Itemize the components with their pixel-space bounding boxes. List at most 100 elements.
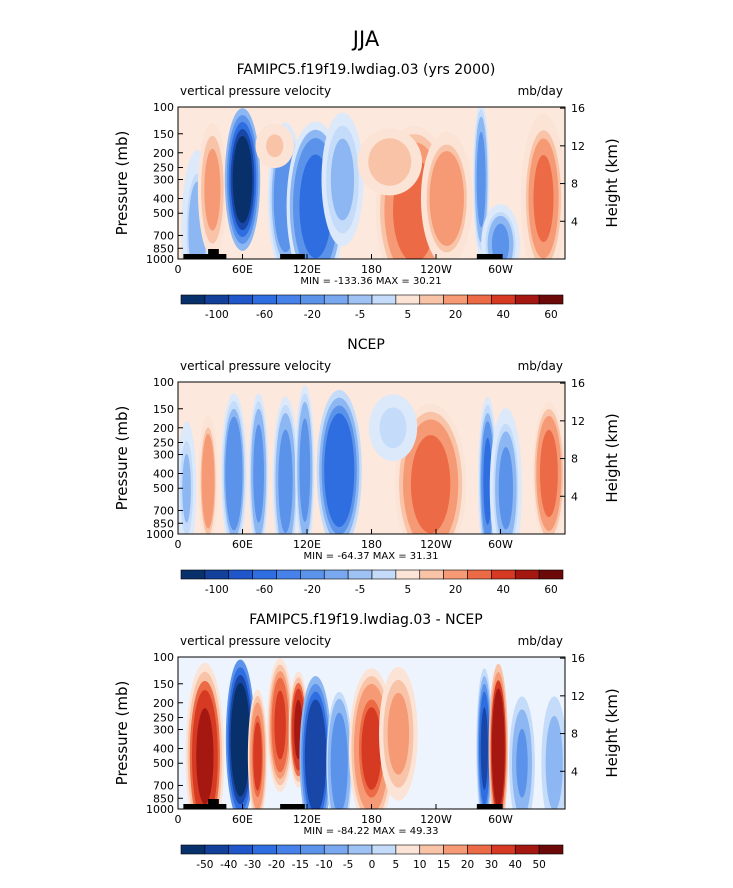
field-cell-5-5 <box>333 145 352 214</box>
colorbar-swatch <box>323 569 349 580</box>
topography-block-1 <box>208 249 219 259</box>
y2label: Height (km) <box>603 413 621 502</box>
y2label: Height (km) <box>603 688 621 777</box>
colorbar-swatch <box>371 844 397 855</box>
colorbar-swatch <box>180 294 206 305</box>
ytick-label: 500 <box>153 207 174 220</box>
topography <box>183 799 503 809</box>
colorbar-swatch <box>443 569 468 580</box>
ytick-label: 400 <box>153 468 174 481</box>
ytick-label: 500 <box>153 757 174 770</box>
colorbar-label: 40 <box>497 584 510 596</box>
colorbar-swatch <box>514 844 540 855</box>
y2label: Height (km) <box>603 138 621 227</box>
field-cell-10-5 <box>494 704 503 793</box>
colorbar-swatch <box>491 569 516 580</box>
colorbar-swatch <box>252 294 277 305</box>
colorbar-swatch <box>300 569 325 580</box>
colorbar-label: 60 <box>544 309 557 321</box>
panel-difference: FAMIPC5.f19f19.lwdiag.03 - NCEP vertical … <box>113 612 621 871</box>
colorbar-swatch <box>491 294 516 305</box>
field-cell-0-5 <box>196 708 214 805</box>
y2tick-label: 4 <box>571 490 578 503</box>
colorbar-label: 0 <box>369 859 376 871</box>
colorbar: -100 -60 -20 -5 5 20 40 60 <box>180 294 564 321</box>
field-cell-9-5 <box>498 447 514 530</box>
ytick-label: 250 <box>153 161 174 174</box>
colorbar-label: 5 <box>404 309 411 321</box>
field-cell-7-5 <box>361 707 382 790</box>
colorbar-swatch <box>371 294 397 305</box>
colorbar-label: -40 <box>220 859 237 871</box>
colorbar-swatch <box>204 569 230 580</box>
ytick-label: 1000 <box>146 528 174 541</box>
ytick-label: 850 <box>153 242 174 255</box>
panel-title: FAMIPC5.f19f19.lwdiag.03 - NCEP <box>249 612 482 628</box>
colorbar-swatch <box>514 294 540 305</box>
colorbar-label: 10 <box>413 859 426 871</box>
xtick-label: 180 <box>361 263 382 276</box>
field-cell-11-5 <box>382 410 404 445</box>
ylabel: Pressure (mb) <box>113 406 131 511</box>
field-cell-9-5 <box>477 139 485 220</box>
colorbar-label: -20 <box>268 859 285 871</box>
topography <box>183 249 503 259</box>
colorbar-swatch <box>443 844 468 855</box>
field-cell-8-5 <box>389 699 407 769</box>
colorbar-label: -5 <box>355 584 365 596</box>
panel-title: FAMIPC5.f19f19.lwdiag.03 (yrs 2000) <box>237 62 496 78</box>
y2tick-label: 12 <box>571 140 585 153</box>
ytick-label: 1000 <box>146 253 174 266</box>
field-cell-10-5 <box>541 436 557 511</box>
xtick-label: 60W <box>488 263 513 276</box>
colorbar-label: -5 <box>355 309 365 321</box>
ytick-label: 700 <box>153 504 174 517</box>
colorbar-swatch <box>204 844 230 855</box>
field-cell-0-5 <box>182 453 191 523</box>
field-cell-9-5 <box>480 707 488 790</box>
ytick-label: 300 <box>153 174 174 187</box>
field-cell-8-5 <box>375 144 405 180</box>
colorbar-label: 30 <box>485 859 498 871</box>
colorbar-swatch <box>300 294 325 305</box>
colorbar-swatch <box>228 569 253 580</box>
field-cell-6-5 <box>333 726 345 800</box>
stats-label: MIN = -84.22 MAX = 49.33 <box>304 826 439 837</box>
field-cell-1-5 <box>205 155 219 225</box>
colorbar-swatch <box>323 844 349 855</box>
xtick-label: 180 <box>361 813 382 826</box>
topography-block-0 <box>183 254 227 259</box>
topography-block-2 <box>280 804 305 809</box>
colorbar: -100 -60 -20 -5 5 20 40 60 <box>180 569 564 596</box>
xtick-label: 120E <box>293 263 321 276</box>
colorbar-label: 20 <box>449 309 462 321</box>
colorbar-swatch <box>491 844 516 855</box>
variable-label: vertical pressure velocity <box>180 359 331 373</box>
field-cell-2-5 <box>253 721 262 791</box>
y2tick-label: 16 <box>571 652 585 665</box>
colorbar-swatch <box>347 294 373 305</box>
colorbar-label: 5 <box>393 859 400 871</box>
ytick-label: 500 <box>153 482 174 495</box>
xtick-label: 120E <box>293 538 321 551</box>
ytick-label: 200 <box>153 422 174 435</box>
colorbar-label: 20 <box>461 859 474 871</box>
y2tick-label: 16 <box>571 102 585 115</box>
ytick-label: 200 <box>153 147 174 160</box>
field-cell-11-5 <box>533 154 554 243</box>
field-cell-4-5 <box>279 437 292 525</box>
units-label: mb/day <box>518 84 563 98</box>
field-cell-12-5 <box>548 728 560 798</box>
colorbar-label: 60 <box>544 584 557 596</box>
colorbar-swatch <box>180 844 206 855</box>
colorbar-label: 5 <box>404 584 411 596</box>
topography-block-3 <box>476 254 503 259</box>
xtick-label: 60W <box>488 538 513 551</box>
colorbar-swatch <box>180 569 206 580</box>
field-cell-7-5 <box>435 164 459 233</box>
xtick-label: 120W <box>420 813 452 826</box>
ytick-label: 150 <box>153 403 174 416</box>
colorbar-label: -50 <box>196 859 213 871</box>
colorbar-swatch <box>204 294 230 305</box>
